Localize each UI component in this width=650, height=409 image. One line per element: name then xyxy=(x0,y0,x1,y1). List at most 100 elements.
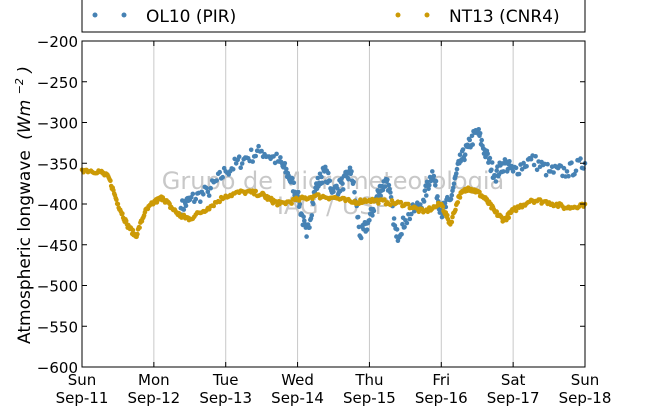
x-tick-label-date: Sep-15 xyxy=(343,389,396,407)
data-point-fill xyxy=(409,211,414,217)
data-point-fill xyxy=(307,225,312,230)
y-tick-label: −550 xyxy=(37,318,78,336)
y-axis-label: Atmospheric longwave (Wm −2 ) xyxy=(8,66,35,344)
data-point-fill xyxy=(352,190,357,195)
y-tick-label: −600 xyxy=(37,359,78,377)
data-point-fill xyxy=(190,191,196,197)
data-point-fill xyxy=(440,204,446,209)
y-tick-label: −450 xyxy=(37,237,78,255)
data-point-fill xyxy=(462,152,468,157)
data-point-fill xyxy=(371,208,377,214)
data-point-fill xyxy=(445,216,451,222)
data-point-fill xyxy=(531,162,537,168)
data-point-fill xyxy=(334,186,340,191)
data-point-fill xyxy=(394,227,400,232)
data-point-fill xyxy=(569,160,574,165)
y-axis: −600 −550 −500 −450 −400 −350 −300 −250 −200 xyxy=(37,33,585,377)
y-axis-label-unit: (Wm xyxy=(15,100,35,140)
data-point-fill xyxy=(239,161,245,166)
data-point-fill xyxy=(398,199,404,205)
y-tick-label: −400 xyxy=(37,196,78,214)
data-point-fill xyxy=(449,219,455,225)
data-point xyxy=(528,156,534,162)
data-point-fill xyxy=(506,215,512,221)
x-tick-label-day: Wed xyxy=(281,371,314,389)
data-point-fill xyxy=(521,160,526,166)
data-point-fill xyxy=(311,201,316,207)
data-point-fill xyxy=(487,155,493,161)
data-point-fill xyxy=(301,214,306,220)
data-point-fill xyxy=(289,201,294,206)
data-point-fill xyxy=(455,200,461,205)
data-point-fill xyxy=(453,207,458,213)
legend-marker-nt13-a xyxy=(395,12,401,18)
data-point-fill xyxy=(376,201,381,206)
data-point-fill xyxy=(214,178,219,183)
data-point-fill xyxy=(457,195,463,200)
legend-label-ol10: OL10 (PIR) xyxy=(146,7,236,27)
data-point-fill xyxy=(545,161,550,167)
data-point-fill xyxy=(340,187,346,192)
data-point-fill xyxy=(477,131,483,136)
legend: OL10 (PIR) NT13 (CNR4) xyxy=(81,0,586,33)
data-point-fill xyxy=(220,174,225,180)
data-point-fill xyxy=(327,178,333,183)
data-point-fill xyxy=(426,186,431,192)
data-point-fill xyxy=(204,185,209,191)
legend-marker-ol10-a xyxy=(92,12,98,18)
data-point-fill xyxy=(533,154,538,159)
data-point-fill xyxy=(297,201,303,207)
data-point-fill xyxy=(253,153,258,159)
data-point-fill xyxy=(391,216,397,221)
data-point-fill xyxy=(347,165,353,171)
data-point-fill xyxy=(290,176,295,181)
legend-marker-nt13-b xyxy=(424,12,430,18)
data-point-fill xyxy=(193,196,199,202)
data-points xyxy=(79,127,588,243)
data-point-fill xyxy=(418,202,423,207)
data-point-fill xyxy=(573,168,579,174)
legend-label-nt13: NT13 (CNR4) xyxy=(449,7,560,27)
data-point xyxy=(367,218,372,223)
data-point-fill xyxy=(424,179,430,185)
data-point-fill xyxy=(457,152,463,157)
data-point-fill xyxy=(323,164,328,170)
data-point-fill xyxy=(494,168,500,173)
data-point-fill xyxy=(296,189,301,195)
data-point-fill xyxy=(282,161,288,166)
series-nt13 xyxy=(79,167,588,240)
data-point-fill xyxy=(248,147,254,153)
data-point-fill xyxy=(513,165,519,171)
data-point xyxy=(259,148,264,154)
data-point-fill xyxy=(431,173,437,179)
x-tick-label-day: Fri xyxy=(432,371,450,389)
data-point-fill xyxy=(454,171,459,176)
data-point-fill xyxy=(534,167,540,173)
x-tick-label-day: Sun xyxy=(571,371,600,389)
x-tick-label-date: Sep-14 xyxy=(271,389,324,407)
data-point-fill xyxy=(326,170,331,176)
data-point-fill xyxy=(278,155,283,160)
data-point-fill xyxy=(351,179,357,185)
data-point xyxy=(564,169,570,174)
data-point xyxy=(510,169,516,174)
data-point xyxy=(115,201,121,207)
data-point-fill xyxy=(316,192,321,197)
data-point-fill xyxy=(551,170,556,175)
series-ol10 xyxy=(178,127,588,243)
x-tick-label-date: Sep-11 xyxy=(56,389,109,407)
x-tick-label-date: Sep-13 xyxy=(199,389,252,407)
data-point-fill xyxy=(230,167,236,172)
data-point-fill xyxy=(524,164,529,169)
data-point-fill xyxy=(309,213,315,218)
data-point-fill xyxy=(355,214,361,220)
data-point-fill xyxy=(462,157,467,163)
data-point-fill xyxy=(320,180,325,186)
data-point xyxy=(205,189,211,195)
data-point-fill xyxy=(427,182,432,188)
data-point-fill xyxy=(135,231,140,237)
data-point xyxy=(304,234,309,239)
data-point xyxy=(385,177,390,182)
data-point-fill xyxy=(253,188,258,194)
data-point-fill xyxy=(566,173,571,179)
